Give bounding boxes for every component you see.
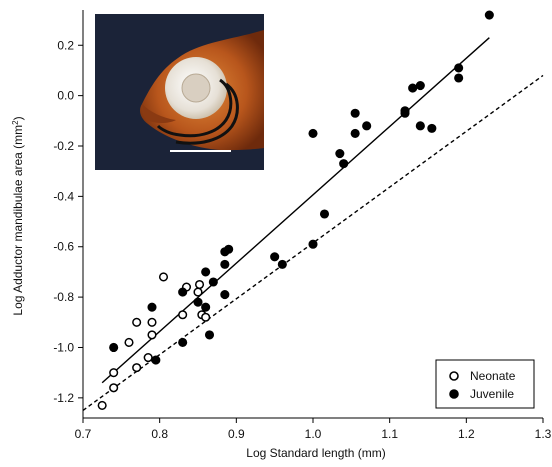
juvenile-point	[178, 287, 188, 297]
juvenile-point	[454, 73, 464, 83]
y-tick-label: -1.0	[53, 340, 74, 354]
neonate-point	[132, 317, 142, 327]
juvenile-point	[208, 277, 218, 287]
legend-neonate-marker	[449, 371, 459, 381]
adductor-outline-inner	[175, 82, 239, 145]
y-tick-label: -1.2	[53, 391, 74, 405]
y-axis-title-sup: 2	[11, 120, 20, 125]
y-tick-label: 0.0	[57, 89, 74, 103]
juvenile-point	[220, 259, 230, 269]
y-tick-label: -0.8	[53, 290, 74, 304]
legend-neonate-label: Neonate	[470, 369, 516, 383]
neonate-point	[194, 279, 205, 290]
x-ticks: 0.7 0.8 0.9 1.0 1.1 1.2 1.3	[75, 418, 552, 441]
juvenile-point	[339, 159, 349, 169]
dashed-fit-line	[82, 74, 544, 412]
juvenile-point	[224, 244, 234, 254]
neonate-point	[143, 353, 153, 363]
fish-jaw	[142, 104, 176, 123]
neonate-point	[147, 330, 157, 340]
juvenile-point	[178, 337, 188, 347]
y-tick-label: -0.4	[53, 189, 74, 203]
juvenile-point	[308, 128, 318, 138]
juvenile-point	[362, 121, 372, 131]
neonate-point	[109, 383, 119, 393]
neonate-point	[124, 337, 134, 347]
y-tick-label: -0.2	[53, 139, 74, 153]
y-axis-title-main: Log Adductor mandibulae area (mm	[11, 125, 25, 316]
neonate-point	[132, 363, 142, 373]
neonate-point	[193, 287, 203, 297]
solid-fit-line	[101, 37, 490, 384]
legend-juvenile-label: Juvenile	[470, 387, 514, 401]
juvenile-point	[201, 302, 211, 312]
data-points	[97, 10, 494, 410]
x-tick-label: 1.3	[535, 427, 552, 441]
juvenile-point	[415, 81, 425, 91]
juvenile-point	[350, 108, 360, 118]
x-tick-label: 0.9	[228, 427, 245, 441]
juvenile-point	[427, 123, 437, 133]
juvenile-point	[408, 83, 418, 93]
neonate-point	[147, 317, 157, 327]
juvenile-point	[220, 290, 230, 300]
fish-head-photo	[95, 14, 264, 170]
juvenile-point	[319, 209, 330, 219]
x-axis-title: Log Standard length (mm)	[246, 446, 385, 460]
neonate-point	[158, 272, 169, 282]
juvenile-point	[277, 259, 287, 269]
juvenile-point	[308, 239, 318, 249]
fish-pupil	[181, 73, 211, 103]
x-tick-label: 0.7	[75, 427, 92, 441]
legend-box	[435, 359, 535, 409]
fit-lines	[82, 37, 544, 412]
neonate-point	[201, 312, 211, 322]
juvenile-point	[151, 355, 161, 365]
juvenile-point	[400, 106, 410, 116]
juvenile-point	[454, 63, 464, 73]
juvenile-point	[201, 267, 211, 277]
y-tick-label: 0.2	[57, 38, 74, 52]
juvenile-point	[270, 252, 280, 262]
neonate-point	[97, 400, 107, 410]
neonate-point	[178, 310, 188, 320]
juvenile-point	[147, 302, 157, 312]
juvenile-point	[204, 330, 215, 340]
juvenile-point	[484, 10, 494, 20]
y-ticks: 0.2 0.0 -0.2 -0.4 -0.6 -0.8 -1.0 -1.2	[53, 38, 83, 405]
y-axis-title-close: )	[11, 116, 25, 120]
juvenile-point	[193, 297, 203, 307]
neonate-point	[109, 368, 119, 378]
y-tick-label: -0.6	[53, 240, 74, 254]
juvenile-point	[109, 342, 119, 353]
juvenile-point	[415, 121, 425, 131]
juvenile-point	[350, 128, 360, 138]
x-tick-label: 1.0	[305, 427, 322, 441]
legend: Neonate Juvenile	[435, 359, 535, 409]
x-tick-label: 1.2	[458, 427, 475, 441]
adductor-outline	[156, 78, 233, 138]
x-tick-label: 0.8	[151, 427, 168, 441]
y-axis-title: Log Adductor mandibulae area (mm2)	[11, 116, 25, 315]
x-tick-label: 1.1	[381, 427, 398, 441]
legend-juvenile-marker	[449, 389, 459, 399]
juvenile-point	[335, 149, 345, 159]
